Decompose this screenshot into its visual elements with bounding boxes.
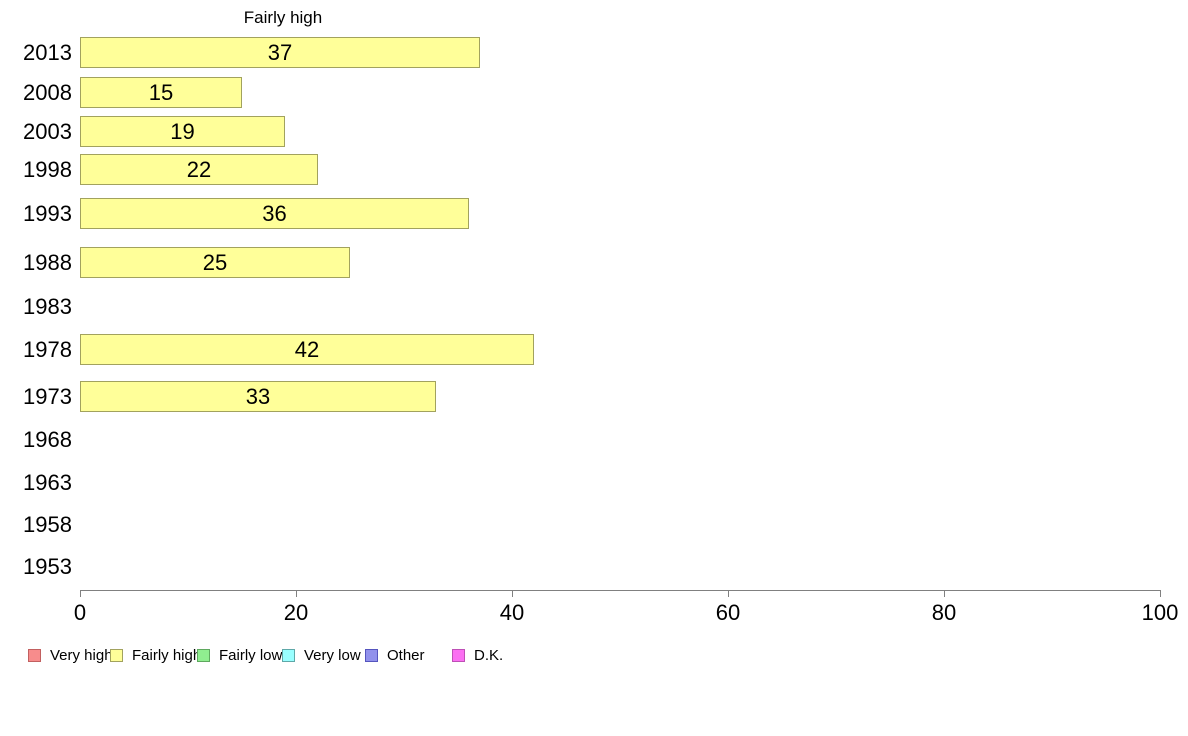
bar-value-label: 15 bbox=[148, 79, 174, 105]
category-label: 1953 bbox=[23, 554, 72, 579]
bar: 25 bbox=[80, 247, 350, 278]
legend-swatch bbox=[197, 648, 210, 662]
legend-item: Fairly low bbox=[197, 641, 282, 669]
category-label: 1993 bbox=[23, 201, 72, 226]
legend-item: Very low bbox=[282, 641, 361, 669]
bar-value-label: 36 bbox=[262, 200, 287, 226]
bar-value-label: 25 bbox=[202, 249, 228, 275]
legend-item: Other bbox=[365, 641, 425, 669]
legend-swatch bbox=[365, 648, 378, 662]
legend-label: Very high bbox=[50, 646, 113, 664]
category-label: 1983 bbox=[23, 294, 72, 319]
bar: 42 bbox=[80, 334, 534, 365]
x-axis-tick bbox=[1160, 590, 1161, 597]
category-label: 1958 bbox=[23, 512, 72, 537]
legend-label: Very low bbox=[304, 646, 361, 664]
legend-label: Other bbox=[387, 646, 425, 664]
x-axis-tick-label: 100 bbox=[1141, 600, 1179, 625]
bar-value-label: 42 bbox=[294, 336, 320, 362]
category-label: 1973 bbox=[23, 384, 72, 409]
bar: 33 bbox=[80, 381, 436, 412]
category-label: 2008 bbox=[23, 80, 72, 105]
bar-value-label: 37 bbox=[267, 39, 293, 65]
category-label: 1963 bbox=[23, 470, 72, 495]
x-axis-tick bbox=[296, 590, 297, 597]
legend-swatch bbox=[110, 648, 123, 662]
category-label: 2013 bbox=[23, 40, 72, 65]
x-axis-tick-label: 20 bbox=[283, 600, 309, 625]
legend-item: Fairly high bbox=[110, 641, 201, 669]
x-axis-tick-label: 80 bbox=[931, 600, 957, 625]
legend-label: D.K. bbox=[474, 646, 504, 664]
bar: 19 bbox=[80, 116, 285, 147]
chart-title: Fairly high bbox=[243, 8, 323, 27]
legend: Very high Fairly high Fairly low Very low Ot… bbox=[0, 641, 1188, 669]
x-axis-tick bbox=[944, 590, 945, 597]
legend-item: Very high bbox=[28, 641, 113, 669]
legend-swatch bbox=[452, 648, 465, 662]
legend-label: Fairly high bbox=[132, 646, 202, 664]
legend-swatch bbox=[28, 648, 41, 662]
bar: 22 bbox=[80, 154, 318, 185]
legend-item: D.K. bbox=[452, 641, 503, 669]
bar: 15 bbox=[80, 77, 242, 108]
bar-value-label: 19 bbox=[170, 118, 195, 144]
bar-value-label: 33 bbox=[245, 383, 271, 409]
category-label: 1988 bbox=[23, 250, 72, 275]
x-axis-tick-label: 40 bbox=[499, 600, 525, 625]
bar: 37 bbox=[80, 37, 480, 68]
legend-label: Fairly low bbox=[219, 646, 283, 664]
category-label: 1998 bbox=[23, 157, 72, 182]
legend-swatch bbox=[282, 648, 295, 662]
category-label: 1978 bbox=[23, 337, 72, 362]
category-label: 1968 bbox=[23, 427, 72, 452]
x-axis-line bbox=[80, 590, 1161, 591]
x-axis-tick bbox=[728, 590, 729, 597]
x-axis-tick bbox=[512, 590, 513, 597]
x-axis-tick-label: 0 bbox=[73, 600, 87, 625]
x-axis-tick-label: 60 bbox=[715, 600, 741, 625]
x-axis-tick bbox=[80, 590, 81, 597]
category-label: 2003 bbox=[23, 119, 72, 144]
bar: 36 bbox=[80, 198, 469, 229]
bar-value-label: 22 bbox=[186, 156, 212, 182]
